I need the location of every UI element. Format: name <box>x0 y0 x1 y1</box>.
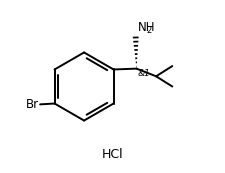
Text: Br: Br <box>25 98 38 111</box>
Text: 2: 2 <box>146 26 151 35</box>
Text: &1: &1 <box>137 70 149 79</box>
Text: HCl: HCl <box>102 148 123 161</box>
Text: NH: NH <box>137 21 154 34</box>
